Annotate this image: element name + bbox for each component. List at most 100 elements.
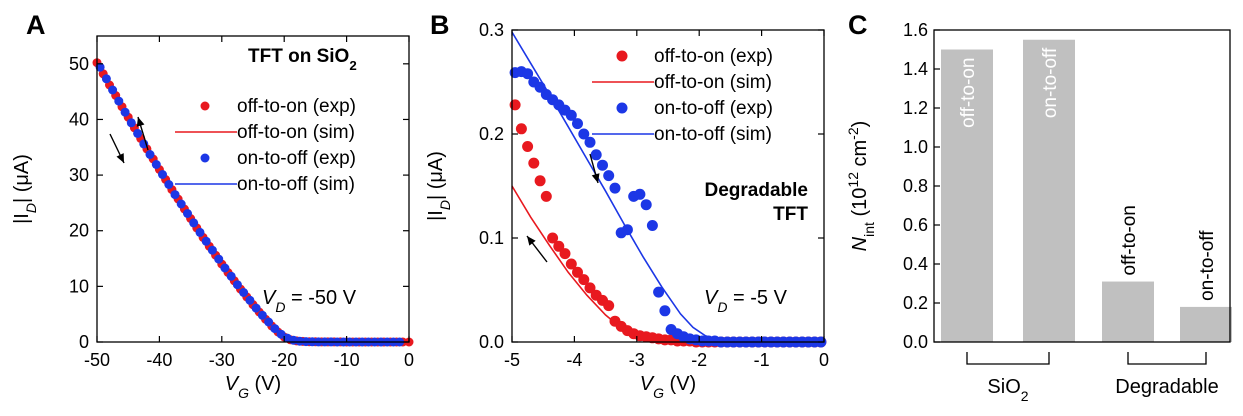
data-point <box>646 220 658 231</box>
x-tick-label: -20 <box>271 350 297 370</box>
legend: off-to-on (exp) off-to-on (sim) on-to-off … <box>592 46 773 145</box>
data-point <box>183 209 192 218</box>
data-point <box>270 324 280 334</box>
data-point <box>251 303 261 313</box>
legend-marker <box>616 50 628 62</box>
bar <box>1102 281 1154 342</box>
data-point <box>195 227 205 237</box>
data-point <box>158 170 167 179</box>
legend-entry: on-to-off (sim) <box>237 174 355 195</box>
legend-entry: on-to-off (exp) <box>237 148 356 169</box>
data-point <box>164 180 174 189</box>
panel-b: -5 -4 -3 -2 -1 0 0.0 0.1 0.2 0.3 VG (V) |ID| (μA) VD… <box>425 10 829 401</box>
panel-c: off-to-on on-to-off off-to-on on-to-off 0.0 0… <box>845 10 1232 404</box>
legend-marker <box>200 153 210 163</box>
legend-entry: off-to-on (sim) <box>237 122 355 143</box>
y-axis-label: Nint (1012 cm-2) <box>845 121 877 252</box>
y-tick-label: 50 <box>69 54 89 74</box>
data-point <box>239 288 249 297</box>
legend-entry: off-to-on (exp) <box>237 96 356 117</box>
data-point <box>565 109 577 121</box>
data-point <box>509 99 521 111</box>
plot-frame <box>96 35 410 343</box>
data-point <box>207 245 217 255</box>
data-point <box>565 258 577 270</box>
y-tick-label: 0.0 <box>903 332 928 352</box>
group-bracket: SiO2 <box>966 352 1050 404</box>
data-point <box>609 182 621 194</box>
legend-entry: on-to-off (exp) <box>654 98 773 119</box>
sweep-arrow-up <box>526 235 548 263</box>
x-tick-label: -2 <box>691 350 707 370</box>
data-point <box>534 175 546 187</box>
data-point <box>634 188 646 200</box>
data-point <box>176 199 186 209</box>
y-tick-label: 0.4 <box>903 254 928 274</box>
panel-label-b: B <box>430 10 450 40</box>
data-point <box>559 248 571 260</box>
panel-a: -50 -40 -30 -20 -10 0 0 10 20 30 40 50 VG (V) |ID| (μ… <box>11 10 414 401</box>
data-point <box>151 160 161 169</box>
data-point <box>547 232 559 244</box>
data-point <box>145 150 155 159</box>
x-axis-label: VG (V) <box>640 373 696 401</box>
y-axis-label: |ID| (μA) <box>11 154 39 224</box>
y-tick-label: 0.1 <box>479 228 504 248</box>
data-point <box>170 190 180 200</box>
bar-label: off-to-on <box>958 58 979 128</box>
data-point <box>578 128 590 140</box>
data-point <box>597 159 608 171</box>
data-point <box>189 218 199 228</box>
y-tick-label: 0.6 <box>903 215 928 235</box>
data-point <box>603 170 615 182</box>
data-point <box>214 254 224 264</box>
data-point <box>108 85 118 95</box>
panel-a-title: TFT on SiO2 <box>248 46 357 73</box>
data-point <box>621 224 633 236</box>
legend-entry: off-to-on (sim) <box>654 72 772 93</box>
data-point <box>515 123 527 135</box>
sweep-arrow-down <box>109 133 125 164</box>
y-tick-label: 0.8 <box>903 176 928 196</box>
y-tick-label: 20 <box>69 221 89 241</box>
data-point <box>232 280 242 290</box>
data-point <box>201 236 211 246</box>
x-tick-label: -30 <box>209 350 235 370</box>
data-point <box>653 286 665 298</box>
data-point <box>226 271 236 281</box>
x-tick-label: -3 <box>629 350 645 370</box>
data-point <box>603 300 615 312</box>
bar-label: off-to-on <box>1119 205 1140 275</box>
y-tick-label: 0.0 <box>479 332 504 352</box>
data-point <box>114 96 124 106</box>
panel-label-a: A <box>26 10 46 40</box>
data-point <box>133 128 143 138</box>
data-point <box>257 310 267 320</box>
legend-marker <box>616 102 628 114</box>
y-tick-label: 30 <box>69 165 89 185</box>
x-tick-label: 0 <box>819 350 829 370</box>
x-tick-label: -5 <box>504 350 520 370</box>
data-point <box>522 141 534 152</box>
legend-marker <box>200 101 210 111</box>
data-point <box>534 81 546 93</box>
bar <box>1180 306 1232 342</box>
data-point <box>264 317 274 327</box>
bar-label: on-to-off <box>1040 47 1061 118</box>
legend: off-to-on (exp) off-to-on (sim) on-to-off … <box>175 96 356 195</box>
x-tick-label: -4 <box>566 350 582 370</box>
plot-frame <box>511 29 825 343</box>
data-point <box>584 282 596 294</box>
sweep-arrow-up <box>136 116 149 151</box>
y-tick-label: 0.2 <box>479 124 504 144</box>
vd-annotation: VD = -5 V <box>704 287 788 315</box>
y-tick-label: 1.0 <box>903 137 928 157</box>
bar-label: on-to-off <box>1197 230 1218 301</box>
x-tick-label: -1 <box>754 350 770 370</box>
data-point <box>572 118 583 130</box>
legend-entry: on-to-off (sim) <box>654 124 772 145</box>
y-axis-label: |ID| (μA) <box>425 151 453 221</box>
x-tick-label: -40 <box>146 350 172 370</box>
group-label: SiO2 <box>987 376 1028 404</box>
